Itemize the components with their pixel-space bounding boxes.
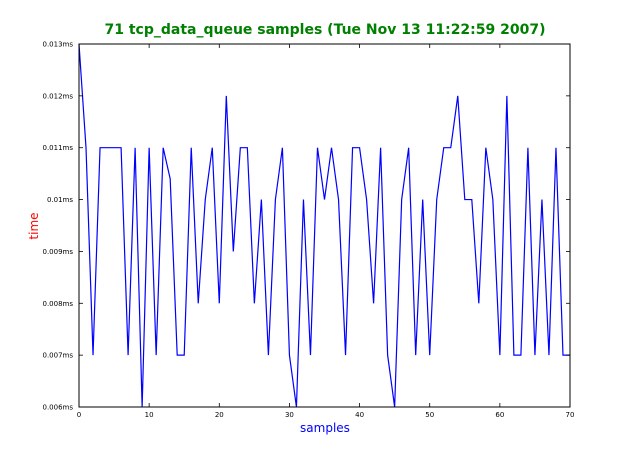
y-axis-label: time	[27, 212, 41, 239]
x-tick-label: 70	[566, 411, 575, 419]
x-tick-label: 10	[145, 411, 154, 419]
y-tick-label: 0.009ms	[42, 248, 73, 256]
y-tick-label: 0.01ms	[47, 196, 73, 204]
series-line-0	[78, 43, 570, 408]
x-tick-label: 50	[425, 411, 434, 419]
x-tick-label: 0	[77, 411, 81, 419]
x-tick-label: 60	[495, 411, 504, 419]
y-tick-label: 0.012ms	[42, 92, 73, 100]
x-axis-label: samples	[300, 421, 350, 435]
y-tick-label: 0.007ms	[42, 352, 73, 360]
y-tick-label: 0.011ms	[42, 144, 73, 152]
y-tick-label: 0.013ms	[42, 41, 73, 49]
plot-frame	[78, 43, 571, 408]
y-tick-label: 0.008ms	[42, 300, 73, 308]
x-tick-label: 20	[215, 411, 224, 419]
x-tick-label: 30	[285, 411, 294, 419]
x-tick-label: 40	[355, 411, 364, 419]
chart-title: 71 tcp_data_queue samples (Tue Nov 13 11…	[104, 22, 545, 38]
y-tick-label: 0.006ms	[42, 404, 73, 412]
plot-area: 0 10 20 30 40 50 60 70 0.006ms 0.007ms 0.008ms 0.00…	[42, 41, 574, 420]
